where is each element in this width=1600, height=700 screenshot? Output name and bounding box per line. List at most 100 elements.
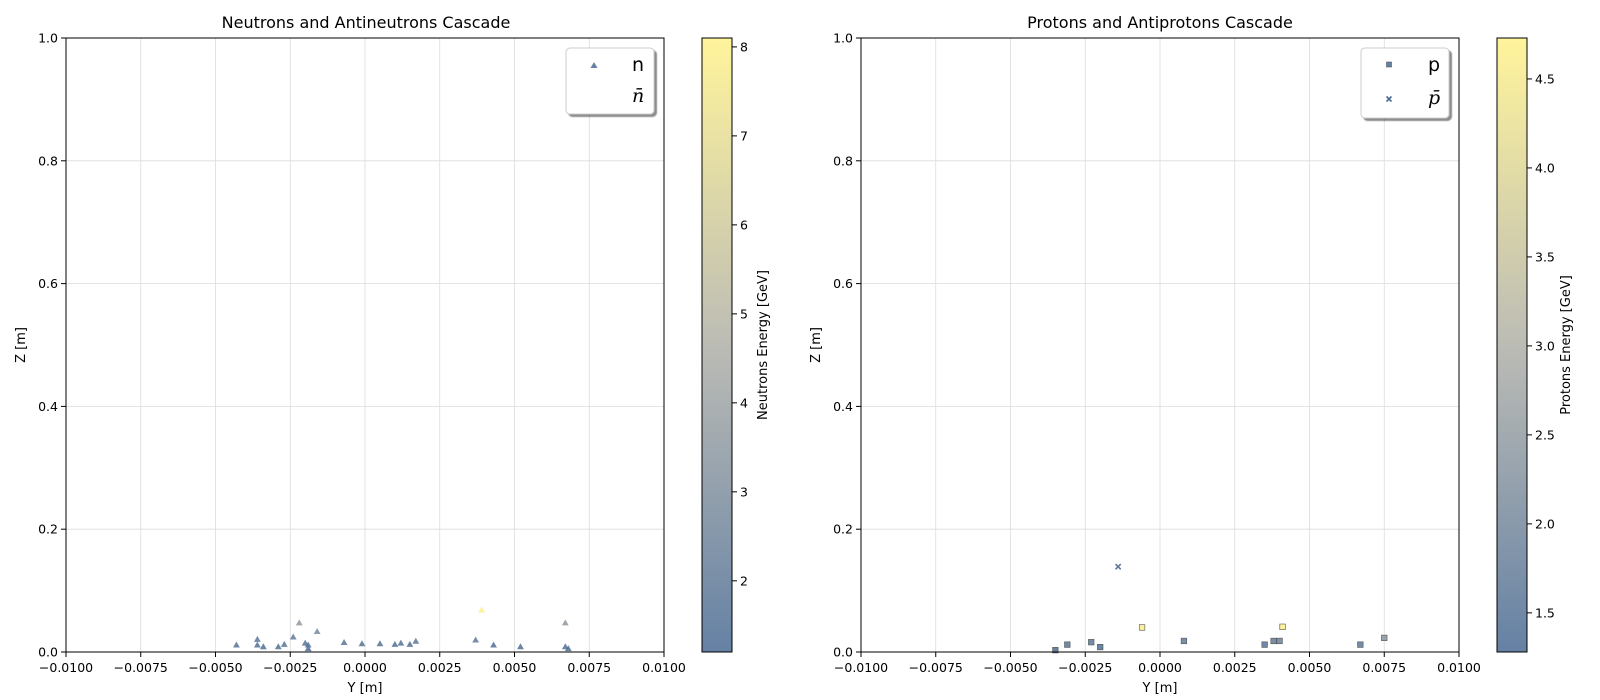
proton-point-p: [1138, 624, 1146, 631]
proton-y-axis-label: Z [m]: [809, 327, 824, 363]
proton-colorbar-gradient: [1496, 37, 1528, 653]
proton-y-tick-label: 0.6: [833, 276, 853, 291]
neutron-x-tick-label: 0.0025: [418, 660, 462, 675]
neutron-x-tick-label: −0.0100: [39, 660, 93, 675]
neutron-x-ticks: −0.0100 −0.0075 −0.0050 −0.0025 0.0000 0.0025…: [39, 652, 686, 675]
neutron-point-n: [472, 636, 480, 643]
proton-x-tick-label: −0.0075: [909, 660, 963, 675]
neutron-colorbar-tick-label: 7: [740, 128, 748, 143]
proton-point-p: [1276, 637, 1283, 645]
neutron-colorbar-tick-label: 3: [740, 484, 748, 499]
neutron-y-tick-label: 0.8: [38, 153, 58, 168]
proton-colorbar-tick-label: 4.5: [1535, 71, 1555, 86]
proton-point-p: [1381, 634, 1388, 641]
neutron-colorbar-ticks: 2 3 4 5 6 7 8: [732, 39, 748, 588]
neutron-point-n: [564, 645, 572, 652]
proton-x-tick-label: 0.0100: [1437, 660, 1481, 675]
proton-point-p: [1180, 637, 1188, 645]
neutron-point-n: [391, 640, 399, 647]
neutron-point-n: [304, 645, 312, 652]
proton-point-p: [1088, 639, 1095, 646]
neutron-colorbar-tick-label: 4: [740, 395, 748, 410]
proton-x-tick-label: −0.0025: [1058, 660, 1112, 675]
neutron-point-n: [397, 639, 405, 646]
proton-legend-box: [1360, 47, 1450, 119]
proton-x-ticks: −0.0100 −0.0075 −0.0050 −0.0025 0.0000 0.0025…: [834, 652, 1481, 675]
neutron-x-tick-label: −0.0050: [188, 660, 242, 675]
proton-x-tick-label: 0.0025: [1213, 660, 1257, 675]
proton-point-p: [1064, 641, 1071, 648]
neutron-legend-label-n: n: [632, 54, 644, 76]
neutron-legend-marker-n: [590, 62, 598, 68]
neutron-y-axis-label: Z [m]: [14, 327, 29, 363]
neutron-y-tick-label: 1.0: [38, 31, 58, 46]
neutron-colorbar-tick-label: 6: [740, 217, 748, 232]
proton-x-tick-label: 0.0000: [1138, 660, 1182, 675]
neutron-point-n: [406, 640, 414, 647]
neutron-x-tick-label: −0.0025: [263, 660, 317, 675]
proton-y-tick-label: 1.0: [833, 31, 853, 46]
proton-legend-marker-pbar: [1385, 95, 1393, 103]
neutron-point-n: [304, 641, 312, 648]
neutron-legend: n n̄: [565, 47, 655, 115]
proton-colorbar-tick-label: 4.0: [1535, 160, 1555, 175]
neutron-point-n: [274, 643, 282, 650]
proton-colorbar-label: Protons Energy [GeV]: [1559, 275, 1574, 415]
proton-colorbar-tick-label: 1.5: [1535, 605, 1555, 620]
neutron-point-n: [313, 627, 321, 634]
proton-grid: [860, 37, 1460, 653]
proton-point-x: [1114, 563, 1122, 570]
proton-point-p: [1270, 637, 1277, 645]
neutron-point-n: [253, 635, 261, 642]
proton-y-tick-label: 0.8: [833, 153, 853, 168]
neutron-point-n: [289, 633, 297, 640]
proton-colorbar-tick-label: 2.5: [1535, 427, 1555, 442]
neutron-x-tick-label: 0.0000: [343, 660, 387, 675]
proton-points: [1052, 563, 1388, 654]
proton-legend-marker-p: [1386, 61, 1392, 68]
neutron-colorbar-tick-label: 8: [740, 39, 748, 54]
proton-colorbar-tick-label: 2.0: [1535, 516, 1555, 531]
proton-chart-title: Protons and Antiprotons Cascade: [1027, 13, 1293, 32]
proton-y-ticks: 0.0 0.2 0.4 0.6 0.8 1.0: [833, 31, 861, 660]
proton-legend-label-pbar: p̄: [1428, 87, 1440, 109]
proton-legend-label-p: p: [1428, 54, 1440, 76]
proton-point-p: [1052, 647, 1059, 654]
proton-point-p: [1357, 641, 1364, 648]
neutron-point-n: [233, 641, 240, 648]
proton-colorbar-tick-label: 3.0: [1535, 338, 1555, 353]
neutron-chart: Neutrons and Antineutrons Cascade −0.010…: [14, 13, 771, 696]
neutron-points: [233, 606, 572, 652]
neutron-point-n: [259, 643, 267, 650]
proton-legend: p p̄: [1360, 47, 1450, 119]
neutron-point-n: [561, 619, 569, 626]
neutron-x-tick-label: 0.0075: [567, 660, 611, 675]
proton-chart: Protons and Antiprotons Cascade −0.0100−…: [809, 13, 1574, 696]
neutron-colorbar-tick-label: 2: [740, 573, 748, 588]
proton-y-tick-label: 0.0: [833, 645, 853, 660]
neutron-x-tick-label: −0.0075: [114, 660, 168, 675]
proton-x-axis-label: Y [m]: [1142, 681, 1178, 696]
neutron-point-n: [490, 641, 497, 648]
proton-y-tick-label: 0.2: [833, 522, 853, 537]
neutron-y-tick-label: 0.0: [38, 645, 58, 660]
neutron-point-n: [517, 643, 524, 650]
neutron-point-n: [358, 640, 366, 647]
neutron-point-n: [376, 640, 384, 647]
proton-colorbar-tick-label: 3.5: [1535, 249, 1555, 264]
neutron-legend-box: [565, 47, 655, 115]
proton-x-tick-label: −0.0100: [834, 660, 888, 675]
neutron-colorbar: 2 3 4 5 6 7 8 Neutrons Energy [GeV]: [701, 37, 771, 653]
neutron-colorbar-tick-label: 5: [740, 306, 748, 321]
proton-point-p: [1279, 623, 1286, 630]
neutron-point-n: [412, 637, 420, 644]
proton-point-p: [1097, 643, 1104, 651]
neutron-y-tick-label: 0.4: [38, 399, 58, 414]
proton-x-tick-label: −0.0050: [983, 660, 1037, 675]
neutron-x-tick-label: 0.0100: [642, 660, 686, 675]
neutron-x-tick-label: 0.0050: [493, 660, 537, 675]
proton-point-p: [1261, 641, 1268, 648]
neutron-grid: [65, 37, 665, 653]
proton-colorbar: 1.5 2.0 2.5 3.0 3.5 4.0 4.5 Protons Energy [Ge…: [1496, 37, 1574, 653]
